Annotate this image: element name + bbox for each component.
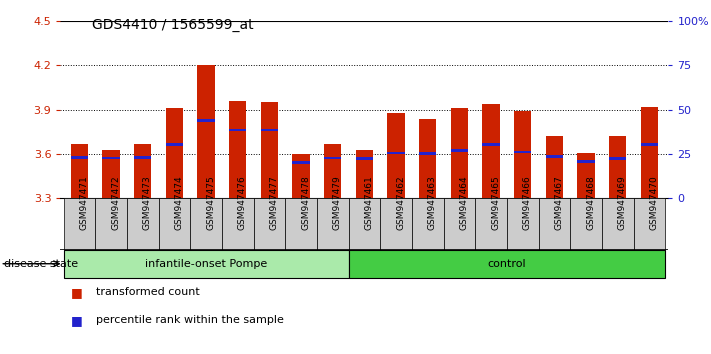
Text: GSM947472: GSM947472 — [111, 175, 120, 230]
Bar — [317, 198, 348, 250]
Bar — [641, 107, 658, 198]
Bar — [127, 198, 159, 250]
Bar — [102, 157, 119, 159]
Bar — [538, 198, 570, 250]
Bar — [380, 198, 412, 250]
Bar — [514, 150, 531, 153]
Bar — [356, 149, 373, 198]
Bar — [166, 143, 183, 146]
Bar — [134, 144, 151, 198]
Bar — [198, 65, 215, 198]
Text: transformed count: transformed count — [96, 287, 200, 297]
Bar — [451, 108, 468, 198]
Bar — [261, 129, 278, 131]
Bar — [292, 161, 310, 164]
Text: GSM947465: GSM947465 — [491, 175, 500, 230]
Text: GSM947479: GSM947479 — [333, 175, 342, 230]
Bar — [412, 198, 444, 250]
Bar — [602, 198, 634, 250]
Bar — [482, 104, 500, 198]
Bar — [261, 102, 278, 198]
Bar — [102, 149, 119, 198]
Bar — [348, 198, 380, 250]
Text: GSM947478: GSM947478 — [301, 175, 310, 230]
Text: disease state: disease state — [4, 259, 77, 269]
Bar — [514, 111, 531, 198]
Bar — [222, 198, 254, 250]
Bar — [134, 156, 151, 159]
Bar — [198, 119, 215, 122]
Text: GSM947475: GSM947475 — [206, 175, 215, 230]
Bar — [285, 198, 317, 250]
Bar — [570, 198, 602, 250]
Bar — [159, 198, 191, 250]
Bar — [166, 108, 183, 198]
Text: GSM947471: GSM947471 — [80, 175, 88, 230]
Text: GSM947474: GSM947474 — [174, 175, 183, 230]
Text: GSM947469: GSM947469 — [618, 175, 626, 230]
Text: GSM947464: GSM947464 — [459, 175, 469, 230]
Text: GSM947470: GSM947470 — [649, 175, 658, 230]
Bar — [387, 152, 405, 154]
Bar — [507, 198, 538, 250]
Bar — [545, 155, 563, 158]
Bar — [444, 198, 475, 250]
Bar — [95, 198, 127, 250]
Text: GSM947477: GSM947477 — [269, 175, 279, 230]
Bar — [475, 198, 507, 250]
Text: GSM947462: GSM947462 — [396, 175, 405, 230]
Bar — [634, 198, 665, 250]
Bar — [348, 250, 665, 278]
Bar — [451, 149, 468, 152]
Bar — [641, 143, 658, 146]
Text: GSM947476: GSM947476 — [237, 175, 247, 230]
Text: GSM947463: GSM947463 — [428, 175, 437, 230]
Text: GSM947473: GSM947473 — [143, 175, 151, 230]
Bar — [419, 119, 437, 198]
Bar — [387, 113, 405, 198]
Bar — [356, 157, 373, 160]
Text: GSM947468: GSM947468 — [586, 175, 595, 230]
Bar — [229, 101, 247, 198]
Text: infantile-onset Pompe: infantile-onset Pompe — [145, 259, 267, 269]
Bar — [609, 136, 626, 198]
Bar — [577, 153, 594, 198]
Bar — [419, 152, 437, 155]
Bar — [70, 156, 88, 159]
Bar — [324, 144, 341, 198]
Text: percentile rank within the sample: percentile rank within the sample — [96, 315, 284, 325]
Bar — [609, 157, 626, 160]
Text: ■: ■ — [71, 286, 83, 298]
Text: GSM947467: GSM947467 — [555, 175, 563, 230]
Bar — [324, 157, 341, 159]
Text: GSM947466: GSM947466 — [523, 175, 532, 230]
Bar — [545, 136, 563, 198]
Bar — [254, 198, 285, 250]
Bar — [70, 144, 88, 198]
Text: ■: ■ — [71, 314, 83, 327]
Bar — [229, 129, 247, 131]
Bar — [63, 198, 95, 250]
Text: control: control — [488, 259, 526, 269]
Bar — [63, 250, 348, 278]
Text: GDS4410 / 1565599_at: GDS4410 / 1565599_at — [92, 18, 254, 32]
Text: GSM947461: GSM947461 — [364, 175, 373, 230]
Bar — [577, 160, 594, 163]
Bar — [191, 198, 222, 250]
Bar — [292, 154, 310, 198]
Bar — [482, 143, 500, 146]
